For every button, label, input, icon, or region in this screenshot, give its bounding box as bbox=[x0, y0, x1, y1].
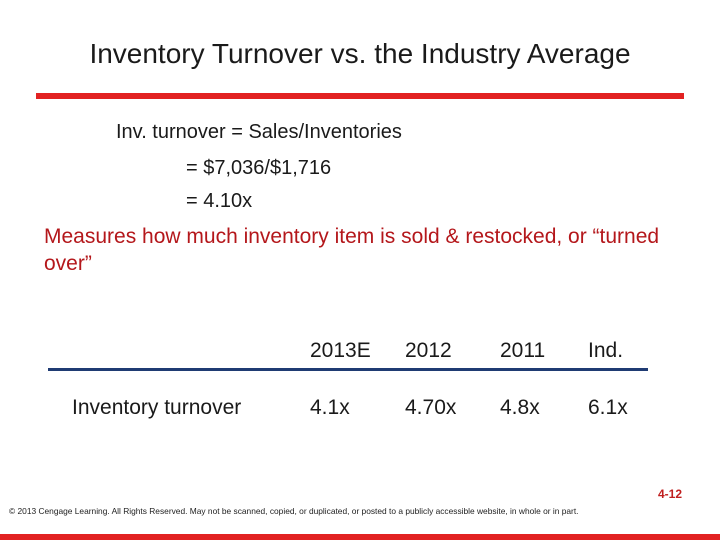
copyright-notice: © 2013 Cengage Learning. All Rights Rese… bbox=[9, 506, 579, 516]
slide-title: Inventory Turnover vs. the Industry Aver… bbox=[89, 38, 631, 69]
formula-line-1: Inv. turnover = Sales/Inventories bbox=[116, 121, 402, 143]
table-header-industry: Ind. bbox=[588, 339, 624, 362]
footer-bar bbox=[0, 534, 720, 540]
formula-line-3: = 4.10x bbox=[186, 190, 253, 212]
title-underline bbox=[36, 93, 684, 99]
table-value-industry: 6.1x bbox=[588, 396, 628, 419]
page-number: 4-12 bbox=[657, 487, 682, 501]
table-header-2011: 2011 bbox=[500, 339, 546, 362]
table-value-2013e: 4.1x bbox=[310, 396, 350, 419]
table-header-2012: 2012 bbox=[405, 339, 452, 362]
table-header-2013e: 2013E bbox=[310, 339, 371, 362]
formula-line-2: = $7,036/$1,716 bbox=[186, 157, 332, 179]
table-value-2011: 4.8x bbox=[500, 396, 540, 419]
table-row-label: Inventory turnover bbox=[72, 396, 242, 419]
table-header-rule bbox=[48, 368, 648, 371]
measure-description: Measures how much inventory item is sold… bbox=[44, 225, 660, 275]
table-value-2012: 4.70x bbox=[405, 396, 457, 419]
